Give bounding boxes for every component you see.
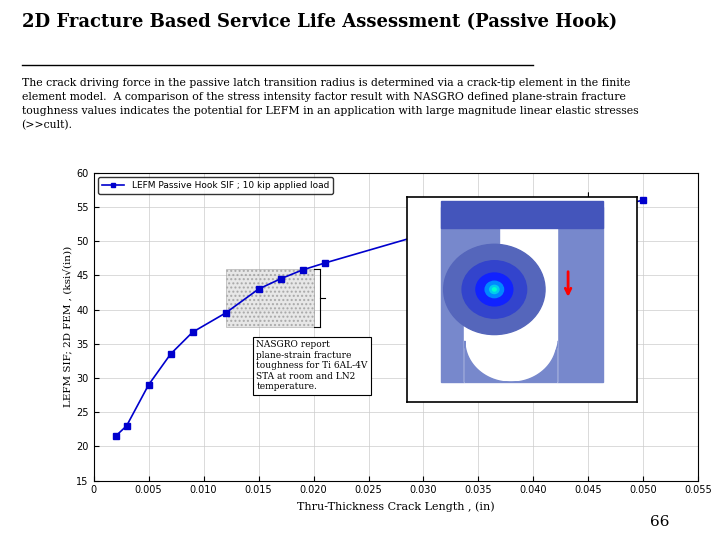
LEFM Passive Hook SIF ; 10 kip applied load [144, 382, 153, 388]
LEFM Passive Hook SIF ; 10 kip applied load [188, 329, 197, 335]
Text: 2D Fracture Based Service Life Assessment (Passive Hook): 2D Fracture Based Service Life Assessmen… [22, 13, 617, 31]
Text: The crack driving force in the passive latch transition radius is determined via: The crack driving force in the passive l… [22, 78, 638, 130]
Polygon shape [464, 228, 557, 382]
Circle shape [444, 244, 545, 335]
Line: LEFM Passive Hook SIF ; 10 kip applied load: LEFM Passive Hook SIF ; 10 kip applied l… [113, 198, 646, 439]
Bar [225, 268, 313, 327]
LEFM Passive Hook SIF ; 10 kip applied load [122, 423, 131, 429]
Polygon shape [441, 201, 603, 228]
Circle shape [476, 273, 513, 306]
X-axis label: Thru-Thickness Crack Length , (in): Thru-Thickness Crack Length , (in) [297, 501, 495, 511]
Circle shape [462, 261, 526, 318]
LEFM Passive Hook SIF ; 10 kip applied load [276, 275, 285, 282]
LEFM Passive Hook SIF ; 10 kip applied load [166, 351, 175, 357]
Y-axis label: LEFM SIF; 2D FEM , (ksi√(in)): LEFM SIF; 2D FEM , (ksi√(in)) [63, 246, 72, 407]
LEFM Passive Hook SIF ; 10 kip applied load [584, 208, 593, 215]
Polygon shape [407, 197, 637, 402]
LEFM Passive Hook SIF ; 10 kip applied load [112, 433, 120, 440]
Legend: LEFM Passive Hook SIF ; 10 kip applied load: LEFM Passive Hook SIF ; 10 kip applied l… [98, 177, 333, 193]
LEFM Passive Hook SIF ; 10 kip applied load [320, 260, 329, 266]
Text: NASGRO report
plane-strain fracture
toughness for Ti 6AL-4V
STA at room and LN2
: NASGRO report plane-strain fracture toug… [256, 340, 368, 391]
LEFM Passive Hook SIF ; 10 kip applied load [254, 286, 263, 292]
Text: 66: 66 [650, 515, 670, 529]
Circle shape [485, 281, 503, 298]
LEFM Passive Hook SIF ; 10 kip applied load [639, 197, 648, 204]
LEFM Passive Hook SIF ; 10 kip applied load [529, 214, 538, 220]
Polygon shape [441, 207, 603, 382]
LEFM Passive Hook SIF ; 10 kip applied load [298, 267, 307, 273]
Circle shape [492, 288, 496, 291]
Circle shape [490, 285, 499, 294]
LEFM Passive Hook SIF ; 10 kip applied load [221, 310, 230, 316]
LEFM Passive Hook SIF ; 10 kip applied load [419, 231, 428, 238]
